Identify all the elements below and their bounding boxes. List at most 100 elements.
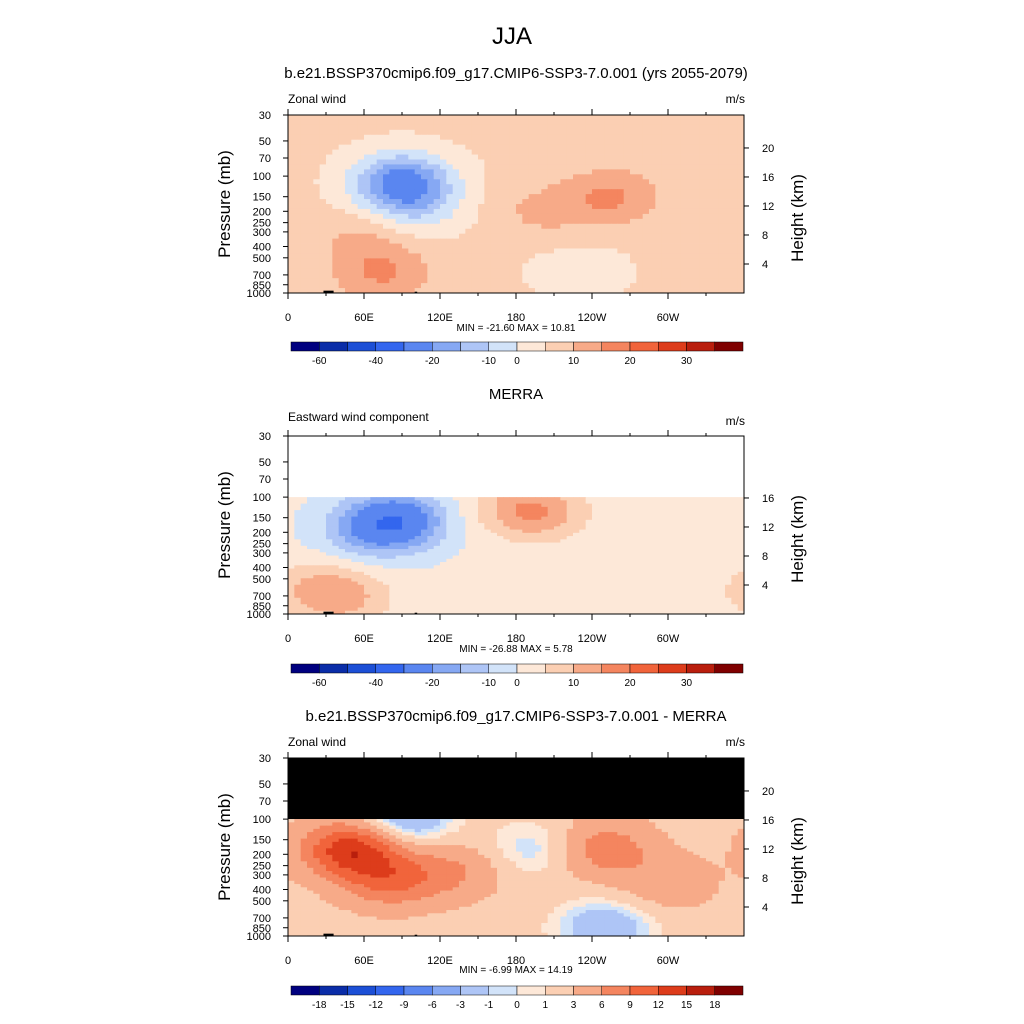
field-cell [731, 139, 739, 146]
field-cell [687, 115, 694, 121]
field-cell [345, 555, 352, 560]
field-cell [414, 174, 422, 180]
field-cell [402, 149, 409, 155]
field-cell [693, 539, 701, 543]
field-cell [712, 238, 720, 244]
field-cell [668, 578, 675, 582]
field-cell [509, 526, 517, 530]
field-cell [471, 523, 479, 527]
field-cell [421, 549, 428, 553]
field-cell [326, 571, 333, 576]
field-cell [395, 184, 403, 190]
field-cell [725, 204, 732, 210]
field-cell [541, 119, 549, 126]
field-cell [712, 516, 720, 521]
field-cell [731, 584, 739, 589]
field-cell [357, 532, 365, 537]
field-cell [566, 129, 574, 136]
field-cell [592, 575, 599, 579]
field-cell [332, 529, 340, 534]
field-cell [725, 278, 732, 284]
field-cell [680, 194, 688, 200]
field-cell [598, 497, 606, 501]
field-cell [338, 571, 346, 576]
field-cell [687, 536, 694, 540]
field-cell [364, 591, 371, 595]
field-cell [364, 588, 371, 592]
field-cell [370, 578, 378, 582]
field-cell [433, 529, 441, 534]
field-cell [307, 144, 314, 151]
field-cell [585, 124, 593, 131]
field-cell [288, 516, 295, 521]
field-cell [706, 500, 713, 505]
field-cell [706, 184, 713, 190]
field-cell [737, 194, 745, 200]
field-cell [649, 134, 656, 141]
field-cell [440, 174, 447, 180]
field-cell [592, 119, 599, 126]
field-cell [598, 278, 606, 284]
field-cell [338, 268, 346, 274]
field-cell [699, 184, 707, 190]
field-cell [389, 545, 397, 550]
field-cell [630, 208, 637, 215]
field-cell [611, 584, 618, 589]
field-cell [706, 536, 713, 540]
field-cell [490, 549, 498, 553]
field-cell [554, 174, 561, 180]
field-cell [680, 238, 688, 244]
field-cell [383, 539, 390, 543]
field-cell [300, 253, 308, 259]
field-cell [718, 233, 726, 240]
field-cell [383, 288, 390, 294]
field-cell [535, 144, 542, 151]
field-cell [661, 208, 669, 215]
field-cell [699, 288, 707, 294]
field-cell [433, 179, 441, 185]
field-cell [288, 565, 295, 569]
field-cell [465, 516, 473, 521]
field-cell [313, 542, 321, 547]
field-cell [522, 273, 530, 279]
field-cell [338, 288, 346, 294]
field-cell [478, 119, 485, 126]
field-cell [345, 529, 352, 534]
field-cell [503, 134, 511, 141]
field-cell [351, 526, 359, 530]
field-cell [592, 208, 599, 215]
field-cell [478, 594, 485, 599]
field-cell [402, 144, 409, 151]
field-cell [649, 129, 656, 136]
field-cell [725, 124, 732, 131]
field-cell [484, 506, 492, 511]
field-cell [718, 513, 726, 517]
y-tick-label: 150 [253, 192, 271, 204]
field-cell [452, 233, 460, 240]
field-cell [313, 248, 321, 254]
field-cell [459, 526, 466, 530]
field-cell [655, 238, 663, 244]
field-cell [642, 129, 650, 136]
field-cell [668, 581, 675, 586]
field-cell [535, 223, 542, 230]
field-cell [617, 571, 625, 576]
field-cell [433, 539, 441, 543]
field-cell [516, 253, 523, 259]
field-cell [642, 558, 650, 563]
field-cell [668, 149, 675, 155]
field-cell [446, 283, 454, 289]
field-cell [509, 258, 517, 264]
field-cell [452, 263, 460, 269]
field-cell [313, 213, 321, 220]
field-cell [522, 497, 530, 501]
field-cell [585, 568, 593, 573]
field-cell [718, 243, 726, 249]
field-cell [307, 575, 314, 579]
field-cell [376, 169, 384, 175]
field-cell [471, 119, 479, 126]
field-cell [554, 542, 561, 547]
field-cell [414, 594, 422, 599]
field-cell [357, 139, 365, 146]
field-cell [680, 578, 688, 582]
